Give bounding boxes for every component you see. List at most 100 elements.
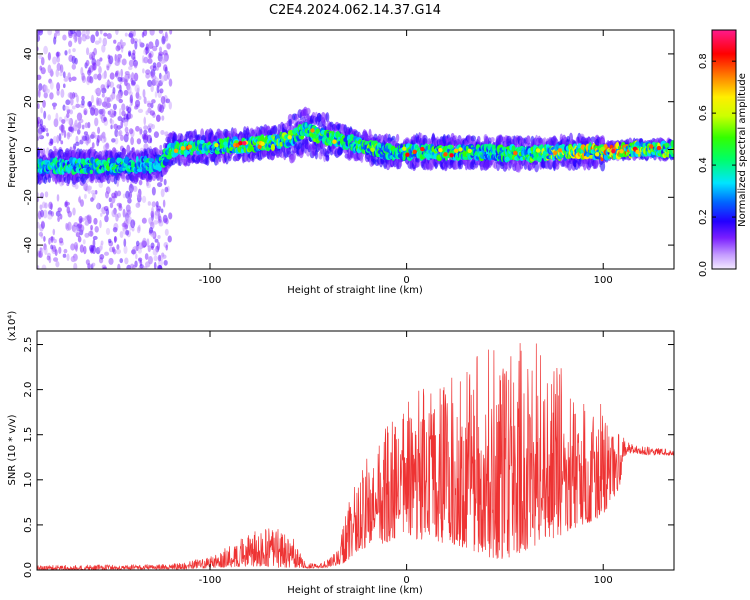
ridge-halo-mark bbox=[498, 134, 504, 145]
noise-speckle bbox=[161, 115, 165, 121]
noise-speckle bbox=[60, 140, 64, 145]
noise-speckle bbox=[37, 197, 40, 203]
noise-speckle bbox=[52, 135, 57, 144]
noise-speckle bbox=[130, 136, 134, 146]
noise-speckle bbox=[144, 253, 149, 260]
noise-speckle bbox=[38, 54, 43, 60]
noise-speckle bbox=[116, 190, 122, 197]
noise-speckle bbox=[68, 48, 71, 54]
noise-speckle bbox=[154, 91, 158, 98]
noise-speckle bbox=[115, 94, 121, 102]
noise-speckle bbox=[125, 211, 131, 218]
noise-speckle bbox=[39, 118, 44, 127]
noise-speckle bbox=[64, 201, 70, 206]
noise-speckle bbox=[166, 43, 171, 50]
noise-speckle bbox=[40, 126, 45, 133]
ridge-halo-mark bbox=[587, 136, 591, 143]
noise-speckle bbox=[134, 260, 138, 268]
noise-speckle bbox=[142, 88, 146, 98]
noise-speckle bbox=[105, 208, 110, 216]
noise-speckle bbox=[130, 37, 135, 45]
noise-speckle bbox=[155, 200, 159, 208]
noise-speckle bbox=[96, 60, 101, 67]
ridge-core-mark bbox=[166, 154, 173, 160]
noise-speckle bbox=[103, 116, 108, 122]
noise-speckle bbox=[56, 134, 60, 144]
noise-speckle bbox=[116, 244, 120, 251]
noise-speckle bbox=[103, 144, 108, 152]
noise-speckle bbox=[84, 220, 90, 226]
noise-speckle bbox=[55, 261, 60, 268]
noise-speckle bbox=[99, 219, 102, 229]
noise-speckle bbox=[134, 40, 138, 50]
noise-speckle bbox=[125, 190, 130, 199]
noise-speckle bbox=[56, 89, 60, 96]
ridge-halo-mark bbox=[152, 175, 156, 181]
noise-speckle bbox=[112, 226, 118, 233]
noise-speckle bbox=[123, 118, 129, 128]
noise-speckle bbox=[100, 242, 103, 250]
noise-speckle bbox=[104, 191, 109, 199]
noise-speckle bbox=[123, 89, 129, 96]
noise-speckle bbox=[66, 253, 70, 262]
noise-speckle bbox=[147, 102, 152, 108]
noise-speckle bbox=[155, 114, 161, 122]
noise-speckle bbox=[160, 208, 164, 214]
noise-speckle bbox=[142, 237, 147, 246]
noise-speckle bbox=[50, 235, 54, 244]
noise-speckle bbox=[143, 96, 147, 104]
noise-speckle bbox=[113, 39, 117, 44]
ridge-core-mark bbox=[135, 156, 139, 163]
noise-speckle bbox=[88, 230, 94, 237]
noise-speckle bbox=[129, 94, 134, 104]
noise-speckle bbox=[93, 217, 98, 225]
noise-speckle bbox=[162, 49, 168, 57]
noise-speckle bbox=[111, 192, 117, 199]
noise-speckle bbox=[72, 123, 78, 132]
noise-speckle bbox=[81, 33, 87, 42]
noise-speckle bbox=[101, 93, 105, 98]
noise-speckle bbox=[73, 242, 79, 250]
noise-speckle bbox=[108, 108, 114, 118]
noise-speckle bbox=[78, 215, 83, 224]
noise-speckle bbox=[73, 34, 78, 44]
noise-speckle bbox=[103, 101, 109, 110]
ridge-halo-mark bbox=[272, 124, 278, 136]
noise-speckle bbox=[76, 128, 81, 135]
ridge-halo-mark bbox=[600, 160, 606, 172]
noise-speckle bbox=[143, 49, 147, 55]
noise-speckle bbox=[100, 212, 103, 217]
noise-speckle bbox=[138, 179, 143, 186]
ridge-halo-mark bbox=[292, 151, 297, 161]
noise-speckle bbox=[53, 257, 59, 262]
noise-speckle bbox=[77, 235, 82, 243]
noise-speckle bbox=[61, 119, 66, 124]
noise-speckle bbox=[130, 263, 135, 269]
noise-speckle bbox=[115, 213, 119, 222]
noise-speckle bbox=[128, 66, 133, 71]
noise-speckle bbox=[41, 220, 45, 226]
noise-speckle bbox=[155, 65, 159, 71]
noise-speckle bbox=[106, 65, 110, 71]
noise-speckle bbox=[83, 245, 87, 255]
noise-speckle bbox=[89, 107, 96, 116]
noise-speckle bbox=[104, 251, 110, 256]
noise-speckle bbox=[62, 34, 67, 41]
noise-speckle bbox=[151, 75, 157, 80]
noise-speckle bbox=[58, 125, 64, 131]
noise-speckle bbox=[118, 130, 123, 137]
noise-speckle bbox=[168, 212, 173, 220]
noise-speckle bbox=[150, 210, 155, 218]
noise-speckle bbox=[106, 33, 112, 40]
noise-speckle bbox=[123, 238, 127, 247]
noise-speckle bbox=[125, 204, 131, 213]
ridge-core-mark bbox=[116, 157, 123, 163]
noise-speckle bbox=[63, 248, 68, 254]
noise-speckle bbox=[99, 254, 105, 260]
noise-speckle bbox=[85, 47, 90, 56]
noise-speckle bbox=[75, 141, 80, 147]
noise-speckle bbox=[101, 133, 104, 138]
noise-speckle bbox=[37, 34, 41, 42]
noise-speckle bbox=[37, 265, 40, 269]
noise-speckle bbox=[152, 248, 158, 256]
